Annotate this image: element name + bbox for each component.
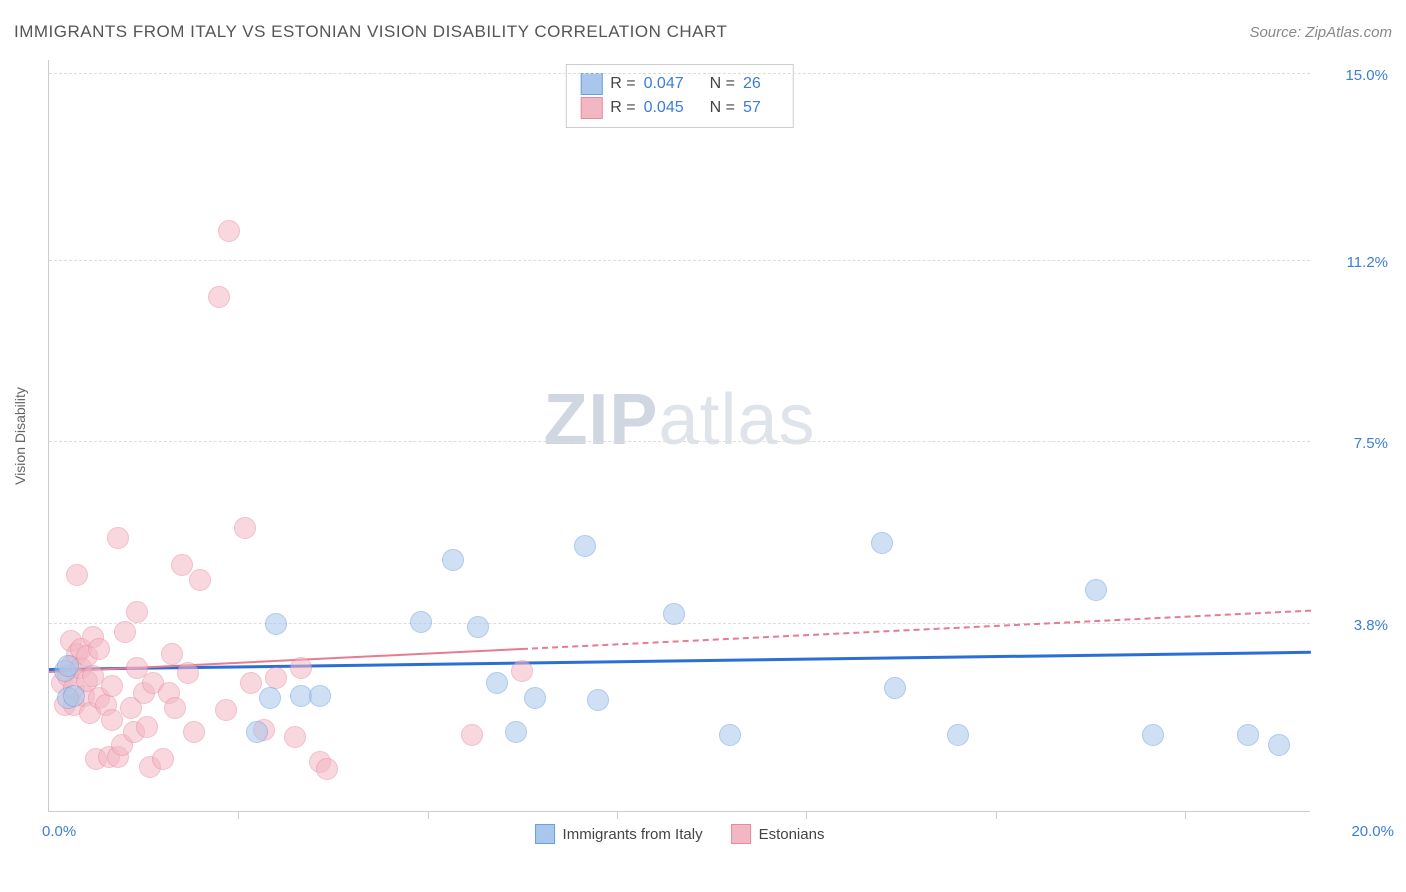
legend-item-italy: Immigrants from Italy	[535, 824, 703, 844]
x-tick	[806, 811, 807, 819]
data-point	[259, 687, 281, 709]
y-tick-label: 3.8%	[1354, 617, 1388, 634]
source-label: Source: ZipAtlas.com	[1249, 24, 1392, 41]
data-point	[442, 549, 464, 571]
data-point	[107, 527, 129, 549]
data-point	[1142, 724, 1164, 746]
data-point	[101, 675, 123, 697]
chart-title: IMMIGRANTS FROM ITALY VS ESTONIAN VISION…	[14, 22, 727, 42]
data-point	[171, 554, 193, 576]
stat-r-estonian: 0.045	[644, 99, 684, 117]
stat-r-label: R =	[610, 99, 635, 117]
stat-r-label: R =	[610, 75, 635, 93]
watermark-bold: ZIP	[543, 380, 658, 460]
data-point	[1237, 724, 1259, 746]
data-point	[309, 685, 331, 707]
data-point	[410, 611, 432, 633]
data-point	[208, 286, 230, 308]
grid-line	[49, 260, 1310, 261]
data-point	[66, 564, 88, 586]
legend-label-estonian: Estonians	[759, 826, 825, 843]
data-point	[126, 601, 148, 623]
data-point	[587, 689, 609, 711]
data-point	[246, 721, 268, 743]
x-tick	[1185, 811, 1186, 819]
data-point	[114, 621, 136, 643]
scatter-plot: ZIPatlas R = 0.047 N = 26 R = 0.045 N = …	[48, 60, 1310, 812]
stat-n-label: N =	[710, 75, 735, 93]
legend-row-italy: R = 0.047 N = 26	[580, 73, 779, 95]
data-point	[234, 517, 256, 539]
data-point	[505, 721, 527, 743]
y-tick-label: 11.2%	[1347, 254, 1388, 271]
x-tick	[996, 811, 997, 819]
data-point	[574, 535, 596, 557]
data-point	[152, 748, 174, 770]
data-point	[88, 638, 110, 660]
data-point	[524, 687, 546, 709]
data-point	[101, 709, 123, 731]
data-point	[265, 613, 287, 635]
header: IMMIGRANTS FROM ITALY VS ESTONIAN VISION…	[14, 22, 1392, 42]
trend-1-dashed	[522, 610, 1311, 650]
data-point	[284, 726, 306, 748]
y-axis-label: Vision Disability	[12, 387, 28, 485]
legend-bottom: Immigrants from Italy Estonians	[535, 824, 825, 844]
data-point	[161, 643, 183, 665]
watermark: ZIPatlas	[543, 379, 815, 461]
x-tick	[238, 811, 239, 819]
stat-r-italy: 0.047	[644, 75, 684, 93]
data-point	[719, 724, 741, 746]
y-tick-label: 7.5%	[1354, 435, 1388, 452]
data-point	[136, 716, 158, 738]
legend-label-italy: Immigrants from Italy	[563, 826, 703, 843]
data-point	[316, 758, 338, 780]
data-point	[183, 721, 205, 743]
data-point	[63, 685, 85, 707]
data-point	[663, 603, 685, 625]
data-point	[164, 697, 186, 719]
swatch-italy	[580, 73, 602, 95]
swatch-italy	[535, 824, 555, 844]
data-point	[218, 220, 240, 242]
data-point	[57, 655, 79, 677]
legend-item-estonian: Estonians	[731, 824, 825, 844]
data-point	[511, 660, 533, 682]
data-point	[461, 724, 483, 746]
data-point	[240, 672, 262, 694]
swatch-estonian	[580, 97, 602, 119]
data-point	[189, 569, 211, 591]
data-point	[177, 662, 199, 684]
watermark-light: atlas	[658, 380, 815, 460]
x-tick	[428, 811, 429, 819]
stat-n-label: N =	[710, 99, 735, 117]
grid-line	[49, 73, 1310, 74]
x-label-left: 0.0%	[42, 823, 76, 840]
stat-n-italy: 26	[743, 75, 761, 93]
data-point	[486, 672, 508, 694]
stat-n-estonian: 57	[743, 99, 761, 117]
data-point	[947, 724, 969, 746]
data-point	[467, 616, 489, 638]
data-point	[1268, 734, 1290, 756]
x-label-right: 20.0%	[1351, 823, 1394, 840]
data-point	[1085, 579, 1107, 601]
trend-1-solid	[49, 648, 522, 673]
data-point	[215, 699, 237, 721]
data-point	[290, 657, 312, 679]
grid-line	[49, 441, 1310, 442]
data-point	[871, 532, 893, 554]
data-point	[884, 677, 906, 699]
y-tick-label: 15.0%	[1345, 67, 1388, 84]
chart-area: Vision Disability ZIPatlas R = 0.047 N =…	[48, 60, 1310, 812]
legend-row-estonian: R = 0.045 N = 57	[580, 97, 779, 119]
swatch-estonian	[731, 824, 751, 844]
x-tick	[617, 811, 618, 819]
